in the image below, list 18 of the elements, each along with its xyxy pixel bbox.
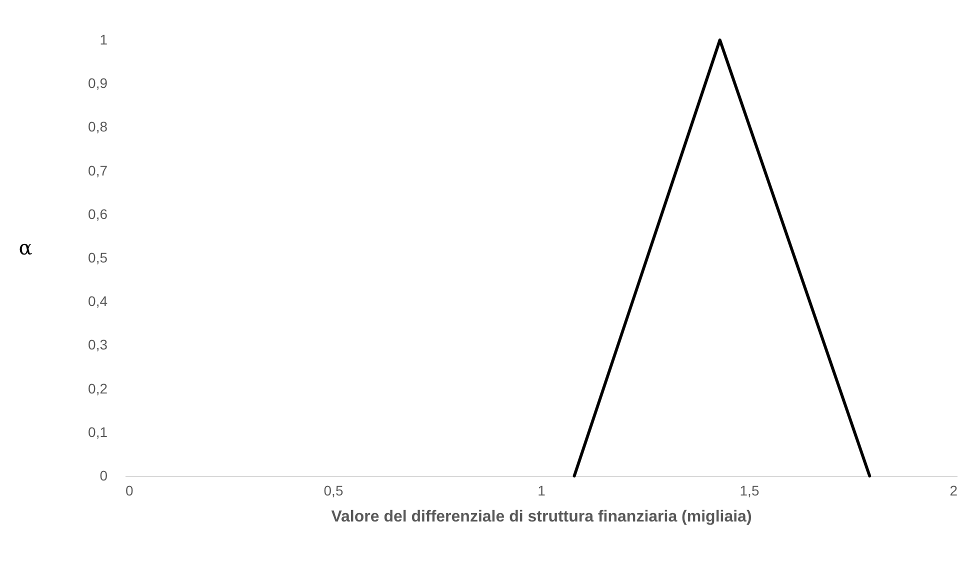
y-axis-title: α xyxy=(18,236,32,260)
y-tick-label: 0,1 xyxy=(88,424,108,440)
x-tick-label: 1 xyxy=(538,482,546,498)
y-tick-label: 0,5 xyxy=(88,250,108,266)
y-tick-label: 0,4 xyxy=(88,293,108,310)
y-tick-label: 0,6 xyxy=(88,206,108,222)
x-tick-label: 1,5 xyxy=(740,482,760,498)
y-tick-label: 0,8 xyxy=(88,118,108,135)
x-tick-label: 2 xyxy=(950,482,958,498)
y-tick-label: 0,7 xyxy=(88,162,108,178)
x-axis-title: Valore del differenziale di struttura finanziaria (migliaia) xyxy=(331,508,752,526)
y-tick-label: 0,3 xyxy=(88,336,108,353)
x-tick-label: 0,5 xyxy=(324,482,344,498)
y-tick-label: 0,9 xyxy=(88,75,108,92)
x-tick-label: 0 xyxy=(126,482,134,498)
y-tick-label: 0 xyxy=(100,468,108,484)
y-tick-label: 0,2 xyxy=(88,380,108,396)
y-tick-label: 1 xyxy=(100,32,108,48)
